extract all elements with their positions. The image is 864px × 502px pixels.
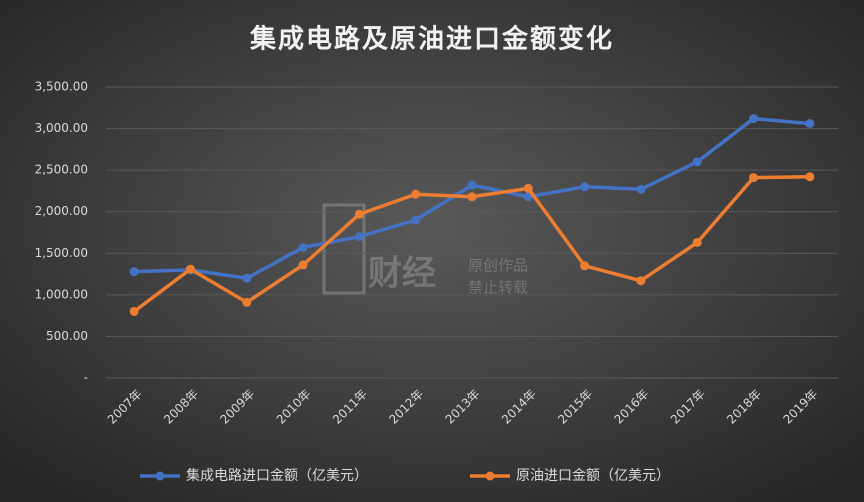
legend-marker bbox=[485, 471, 495, 481]
y-tick-label: 2,500.00 bbox=[35, 163, 88, 177]
y-tick-label: 1,000.00 bbox=[35, 287, 88, 301]
legend-label: 集成电路进口金额（亿美元） bbox=[186, 467, 368, 484]
y-tick-label: 3,500.00 bbox=[35, 80, 88, 94]
legend-label: 原油进口金额（亿美元） bbox=[516, 468, 670, 484]
data-point bbox=[692, 157, 702, 167]
data-point bbox=[749, 173, 759, 183]
data-point bbox=[749, 114, 759, 124]
watermark: 财经 原创作品 禁止转载 bbox=[322, 203, 528, 297]
y-tick-label: 3,000.00 bbox=[35, 121, 88, 135]
data-point bbox=[636, 276, 646, 286]
data-point bbox=[242, 297, 252, 307]
data-point bbox=[298, 242, 308, 252]
data-point bbox=[129, 306, 139, 316]
y-tick-label: 1,500.00 bbox=[35, 246, 88, 260]
data-point bbox=[523, 183, 533, 193]
data-point bbox=[354, 209, 364, 219]
data-point bbox=[467, 180, 477, 190]
data-point bbox=[411, 215, 421, 225]
data-point bbox=[580, 261, 590, 271]
data-point bbox=[298, 260, 308, 270]
data-point bbox=[411, 189, 421, 199]
data-point bbox=[692, 237, 702, 247]
data-point bbox=[242, 273, 252, 283]
data-point bbox=[523, 192, 533, 202]
data-point bbox=[580, 182, 590, 192]
data-point bbox=[805, 119, 815, 129]
chart-title: 集成电路及原油进口金额变化 bbox=[249, 24, 614, 55]
y-tick-label: 2,000.00 bbox=[35, 204, 88, 218]
data-point bbox=[129, 267, 139, 277]
data-point bbox=[636, 184, 646, 194]
watermark-text: 禁止转载 bbox=[468, 279, 528, 297]
watermark-text: 财经 bbox=[368, 254, 436, 294]
y-tick-label: - bbox=[84, 371, 88, 385]
legend-marker bbox=[155, 471, 165, 481]
data-point bbox=[354, 232, 364, 242]
data-point bbox=[185, 264, 195, 274]
y-tick-label: 500.00 bbox=[46, 329, 88, 343]
watermark-logo bbox=[322, 203, 366, 295]
watermark-text: 原创作品 bbox=[468, 257, 528, 275]
data-point bbox=[467, 192, 477, 202]
data-point bbox=[805, 172, 815, 182]
